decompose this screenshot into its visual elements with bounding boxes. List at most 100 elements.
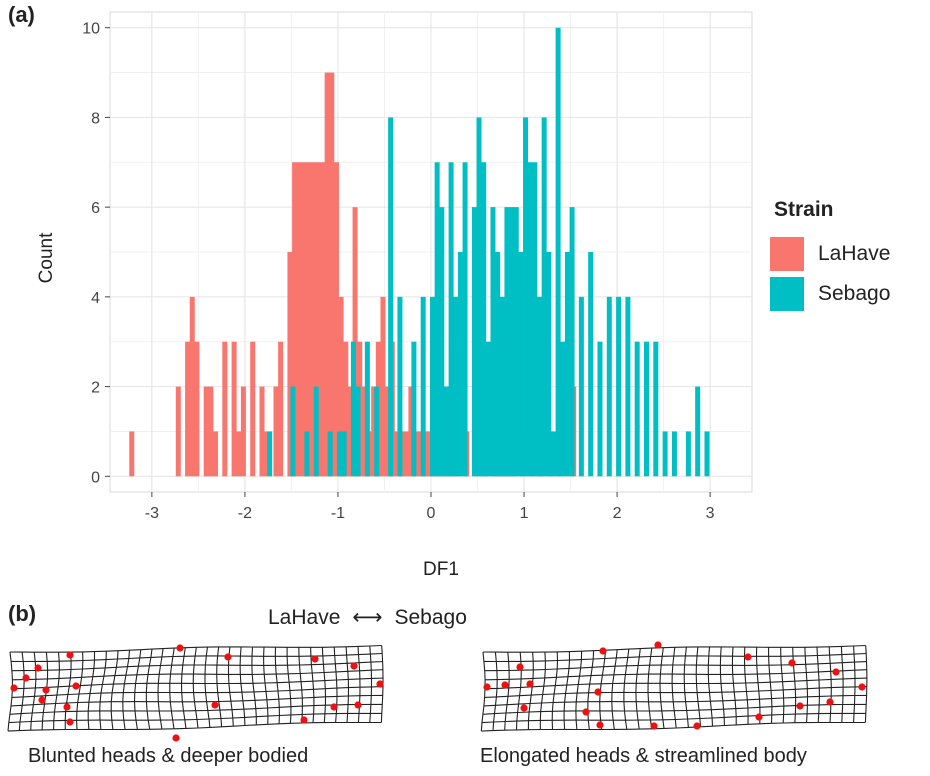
landmark-dot (796, 702, 803, 709)
landmark-dot (42, 686, 49, 693)
grid-col-line (370, 646, 372, 723)
grid-col-line (588, 651, 594, 730)
grid-col-line (612, 650, 617, 730)
landmark-dot (224, 653, 231, 660)
grid-col-line (817, 647, 819, 722)
grid-col-line (564, 652, 569, 730)
grid-col-line (648, 648, 652, 729)
grid-col-line (182, 648, 187, 729)
grid-col-line (287, 647, 291, 723)
landmark-dot (516, 663, 523, 670)
landmark-dot (66, 651, 73, 658)
grid-col-line (264, 647, 268, 724)
grid-col-line (672, 647, 676, 728)
grid-row-line (481, 723, 865, 732)
grid-col-line (77, 652, 83, 730)
grid-col-line (299, 647, 303, 723)
deformation-grid-sebago (481, 641, 867, 731)
grid-row-line (12, 670, 383, 680)
grid-col-line (31, 652, 36, 730)
grid-col-line (205, 647, 210, 727)
landmark-dot (72, 682, 79, 689)
landmark-dot (788, 659, 795, 666)
landmark-dot (376, 680, 383, 687)
grid-col-line (111, 651, 118, 730)
grid-row-line (12, 678, 383, 689)
landmark-dot (744, 653, 751, 660)
grid-row-line (484, 654, 866, 662)
landmark-dot (483, 683, 490, 690)
grid-col-line (19, 652, 24, 731)
grid-col-line (54, 652, 60, 730)
grid-col-line (88, 652, 94, 730)
landmark-dot (526, 680, 533, 687)
grid-col-line (708, 647, 712, 726)
grid-col-line (841, 646, 843, 722)
caption-sebago: Elongated heads & streamlined body (480, 745, 807, 768)
landmark-dot (22, 674, 29, 681)
landmark-dot (596, 721, 603, 728)
grid-col-line (252, 647, 256, 725)
landmark-dot (66, 718, 73, 725)
grid-col-line (696, 647, 700, 727)
landmark-dot (10, 684, 17, 691)
landmark-dot (650, 722, 657, 729)
grid-col-line (865, 646, 867, 723)
landmark-dot (755, 713, 762, 720)
grid-col-line (769, 647, 772, 723)
grid-col-line (636, 649, 640, 730)
landmark-dot (599, 647, 606, 654)
grid-col-line (334, 647, 337, 722)
grid-col-line (170, 648, 174, 729)
grid-col-line (660, 648, 664, 729)
grid-row-line (12, 662, 383, 671)
landmark-dot (826, 698, 833, 705)
grid-col-line (346, 647, 348, 723)
grid-row-line (485, 662, 867, 671)
grid-col-line (732, 647, 736, 725)
grid-row-line (482, 713, 866, 722)
grid-col-line (829, 647, 831, 723)
landmark-dot (311, 655, 318, 662)
grid-col-line (552, 652, 557, 730)
grid-col-line (135, 650, 141, 730)
landmark-dot (350, 662, 357, 669)
grid-row-line (8, 723, 381, 732)
landmark-dot (300, 716, 307, 723)
caption-lahave: Blunted heads & deeper bodied (28, 745, 308, 768)
landmark-dot (858, 683, 865, 690)
grid-col-line (493, 652, 497, 731)
grid-col-line (123, 650, 130, 729)
grid-col-line (505, 652, 510, 730)
landmark-dot (330, 703, 337, 710)
landmark-dot (582, 708, 589, 715)
grid-col-line (100, 651, 107, 729)
grid-col-line (781, 647, 784, 723)
grid-col-line (322, 647, 325, 722)
landmark-dot (594, 688, 601, 695)
landmark-dot (501, 681, 508, 688)
grid-col-line (540, 652, 545, 729)
landmark-dot (654, 641, 661, 648)
grid-col-line (624, 649, 629, 729)
landmark-dot (63, 703, 70, 710)
grid-col-line (240, 647, 245, 726)
grid-col-line (793, 647, 796, 722)
grid-col-line (576, 651, 582, 729)
landmark-dot (38, 696, 45, 703)
landmark-dot (176, 644, 183, 651)
grid-col-line (805, 647, 808, 722)
deformation-grid-lahave (8, 644, 384, 741)
landmark-dot (34, 664, 41, 671)
grid-col-line (854, 646, 855, 723)
landmark-dot (172, 734, 179, 741)
grid-row-line (485, 670, 867, 680)
landmark-dot (520, 704, 527, 711)
landmark-dot (693, 722, 700, 729)
grid-col-line (684, 647, 688, 727)
landmark-dot (354, 701, 361, 708)
grid-col-line (720, 647, 724, 726)
grid-col-line (757, 647, 761, 724)
grid-row-line (485, 687, 867, 698)
grid-col-line (158, 649, 163, 730)
